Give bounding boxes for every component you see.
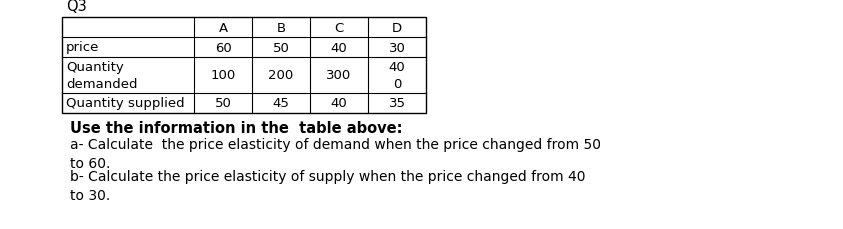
Text: 100: 100 (211, 69, 236, 82)
Text: a- Calculate  the price elasticity of demand when the price changed from 50
to 6: a- Calculate the price elasticity of dem… (70, 137, 601, 170)
Text: 200: 200 (268, 69, 293, 82)
Text: D: D (392, 21, 402, 34)
Text: b- Calculate the price elasticity of supply when the price changed from 40
to 30: b- Calculate the price elasticity of sup… (70, 169, 586, 202)
Text: 50: 50 (215, 97, 232, 110)
Text: Use the information in the  table above:: Use the information in the table above: (70, 120, 402, 135)
Text: 40: 40 (330, 41, 347, 54)
Text: C: C (335, 21, 344, 34)
Text: 30: 30 (389, 41, 405, 54)
Text: 50: 50 (272, 41, 289, 54)
Text: 45: 45 (272, 97, 289, 110)
Text: Q3: Q3 (66, 0, 87, 14)
Text: 300: 300 (326, 69, 352, 82)
Text: 35: 35 (389, 97, 405, 110)
Text: price: price (66, 41, 99, 54)
Text: 40: 40 (330, 97, 347, 110)
Text: 40
0: 40 0 (389, 61, 405, 91)
Text: Quantity supplied: Quantity supplied (66, 97, 185, 110)
Text: 60: 60 (215, 41, 231, 54)
Text: Quantity
demanded: Quantity demanded (66, 61, 137, 91)
Text: A: A (218, 21, 228, 34)
Text: B: B (277, 21, 286, 34)
Bar (62, 18, 426, 114)
